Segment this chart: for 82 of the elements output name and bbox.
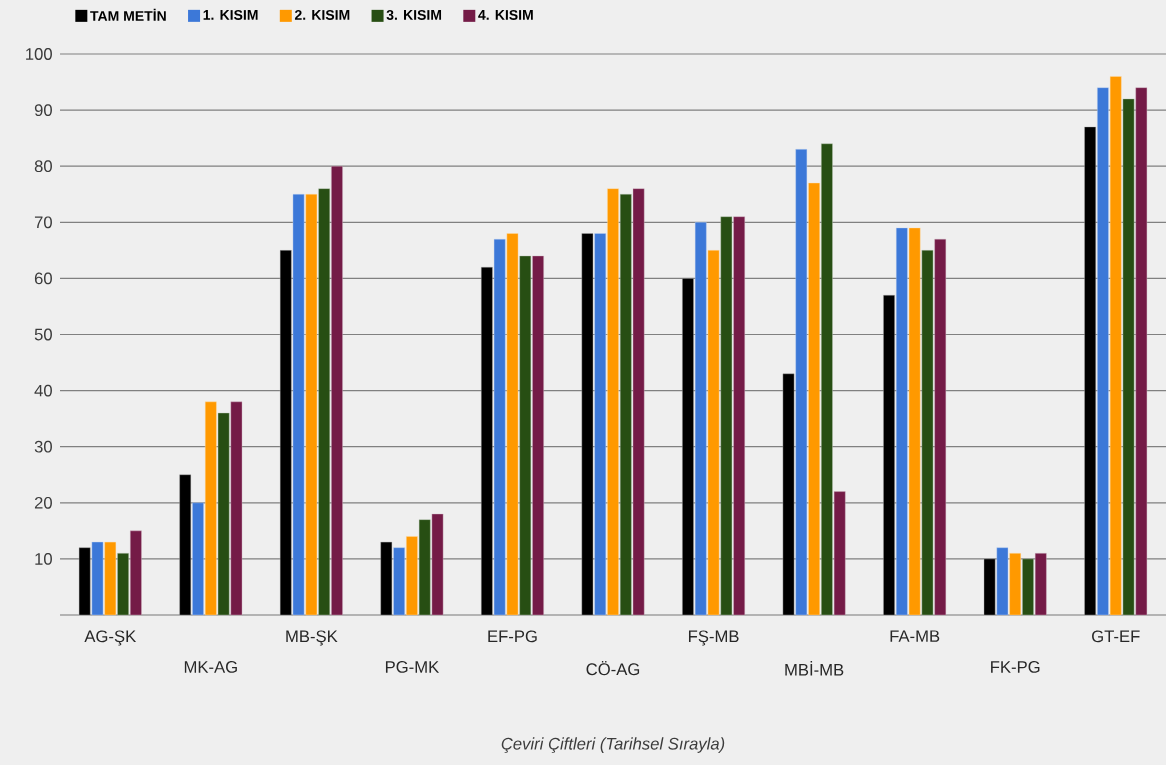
bar	[230, 401, 243, 616]
bar	[934, 238, 947, 616]
bar	[418, 519, 431, 616]
bar	[883, 295, 895, 616]
bar	[279, 250, 292, 616]
bar	[682, 278, 694, 616]
bar	[431, 513, 444, 616]
y-tick-label: 50	[34, 328, 52, 341]
y-tick-label: 30	[34, 440, 52, 453]
bar	[380, 541, 393, 616]
bar	[694, 222, 707, 616]
bar	[908, 227, 921, 616]
bar	[493, 238, 506, 616]
x-tick-label: AG-ŞK	[84, 630, 137, 646]
bar	[896, 227, 908, 616]
bar	[720, 216, 733, 616]
bar	[607, 188, 619, 616]
bar	[1034, 553, 1047, 616]
x-tick-label: MK-AG	[184, 661, 237, 673]
bar	[205, 401, 217, 616]
bar	[91, 541, 104, 616]
x-tick-label: FŞ-MB	[688, 630, 739, 646]
bar	[632, 188, 645, 616]
bar	[318, 188, 330, 616]
bar	[821, 143, 833, 616]
y-tick-label: 60	[34, 272, 52, 285]
bar	[921, 250, 934, 616]
bar	[808, 182, 820, 616]
bar	[532, 255, 544, 616]
y-tick-label: 100	[26, 48, 52, 60]
legend-label: 2. KISIM	[294, 9, 350, 20]
bar	[305, 194, 318, 616]
legend-label: TAM METİN	[90, 8, 166, 21]
bar	[217, 412, 230, 616]
bar	[594, 233, 607, 616]
bar	[707, 250, 720, 616]
bar	[292, 194, 305, 616]
bar	[1009, 553, 1021, 616]
bar	[620, 194, 632, 616]
bar	[581, 233, 594, 616]
y-tick-label: 90	[34, 104, 52, 116]
x-axis-title: Çeviri Çiftleri (Tarihsel Sırayla)	[501, 737, 725, 753]
bar	[1135, 87, 1148, 616]
bar	[1084, 126, 1096, 616]
x-tick-label: MB-ŞK	[286, 630, 338, 646]
bar	[117, 553, 129, 616]
bar	[782, 373, 795, 616]
bar	[130, 530, 142, 616]
y-tick-label: 20	[34, 496, 52, 509]
x-tick-label: PG-MK	[385, 661, 440, 673]
x-tick-label: GT-EF	[1092, 630, 1140, 643]
bar	[733, 216, 745, 616]
y-tick-label: 40	[34, 384, 52, 397]
bar	[393, 547, 405, 616]
x-tick-label: CÖ-AG	[586, 661, 640, 676]
y-tick-label: 10	[35, 553, 52, 565]
bar	[481, 266, 493, 616]
bar	[1097, 87, 1109, 616]
bar	[1122, 98, 1135, 616]
bar	[1109, 76, 1122, 616]
bar	[795, 149, 808, 616]
bar	[833, 491, 846, 616]
bar	[406, 536, 418, 616]
bar	[104, 541, 117, 616]
bar	[1022, 558, 1034, 616]
bar	[192, 502, 204, 616]
legend-label: 1. KISIM	[203, 9, 258, 20]
bar	[331, 166, 343, 616]
bar	[996, 547, 1009, 616]
bar	[983, 558, 996, 616]
bar	[179, 474, 192, 616]
bar	[519, 255, 532, 616]
legend-label: 3. KISIM	[386, 9, 442, 20]
x-tick-label: EF-PG	[488, 630, 537, 643]
x-tick-label: FA-MB	[890, 630, 940, 642]
x-tick-label: FK-PG	[991, 661, 1040, 673]
y-tick-label: 80	[34, 160, 52, 173]
bar	[78, 547, 91, 616]
y-tick-label: 70	[34, 216, 52, 229]
bar	[506, 233, 519, 616]
legend-label: 4. KISIM	[478, 9, 533, 20]
x-tick-label: MBİ-MB	[785, 661, 844, 676]
